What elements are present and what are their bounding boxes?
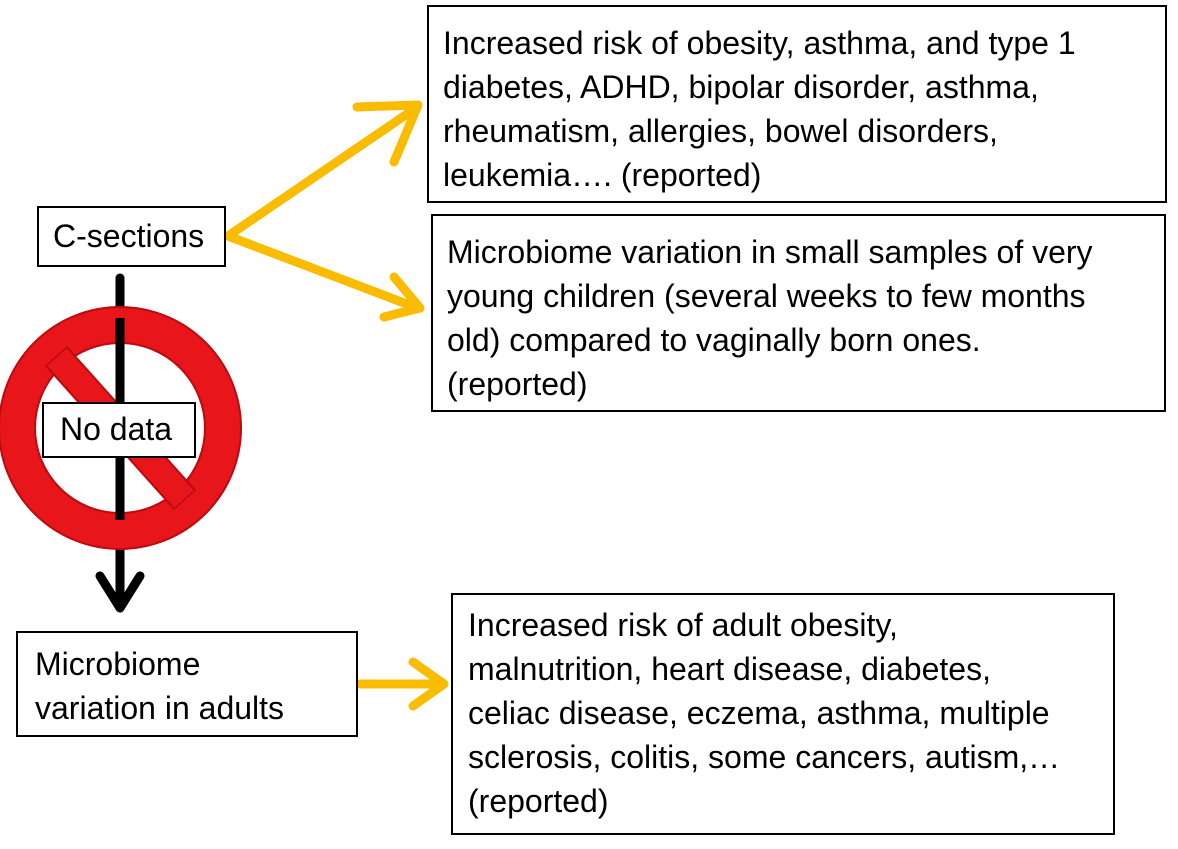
node-risk-child-line: Increased risk of obesity, asthma, and t… [443,25,1076,61]
node-microbiome-child-line: old) compared to vaginally born ones. [447,322,981,358]
node-microbiome-adult-line: Microbiome [35,646,201,682]
node-risk-adult-line: celiac disease, eczema, asthma, multiple [468,695,1050,731]
node-csections-line: C-sections [53,218,205,254]
node-microbiome-child: Microbiome variation in small samples of… [431,214,1166,412]
node-no-data-line: No data [60,411,173,447]
arrow-microbiome-adult-to-risk-adult [355,657,449,711]
node-microbiome-child-line: young children (several weeks to few mon… [447,278,1086,314]
node-risk-child-line: rheumatism, allergies, bowel disorders, [443,113,998,149]
node-microbiome-child-line: Microbiome variation in small samples of… [447,234,1093,270]
node-microbiome-adult-line: variation in adults [35,690,285,726]
arrow-csections-to-microbiome-child [223,231,425,322]
node-csections: C-sections [37,206,226,267]
arrow-csections-to-risk-child [223,100,423,241]
node-risk-adult: Increased risk of adult obesity, malnutr… [451,593,1115,835]
node-risk-adult-line: sclerosis, colitis, some cancers, autism… [468,739,1061,775]
node-risk-adult-line: (reported) [468,783,609,819]
node-risk-adult-line: malnutrition, heart disease, diabetes, [468,651,991,687]
node-risk-adult-line: Increased risk of adult obesity, [468,607,898,643]
node-risk-child-line: leukemia…. (reported) [443,157,762,193]
node-risk-child: Increased risk of obesity, asthma, and t… [427,5,1167,203]
node-microbiome-child-line: (reported) [447,366,588,402]
node-microbiome-adult: Microbiome variation in adults [16,631,358,737]
node-no-data: No data [42,402,196,458]
node-risk-child-line: diabetes, ADHD, bipolar disorder, asthma… [443,69,1039,105]
